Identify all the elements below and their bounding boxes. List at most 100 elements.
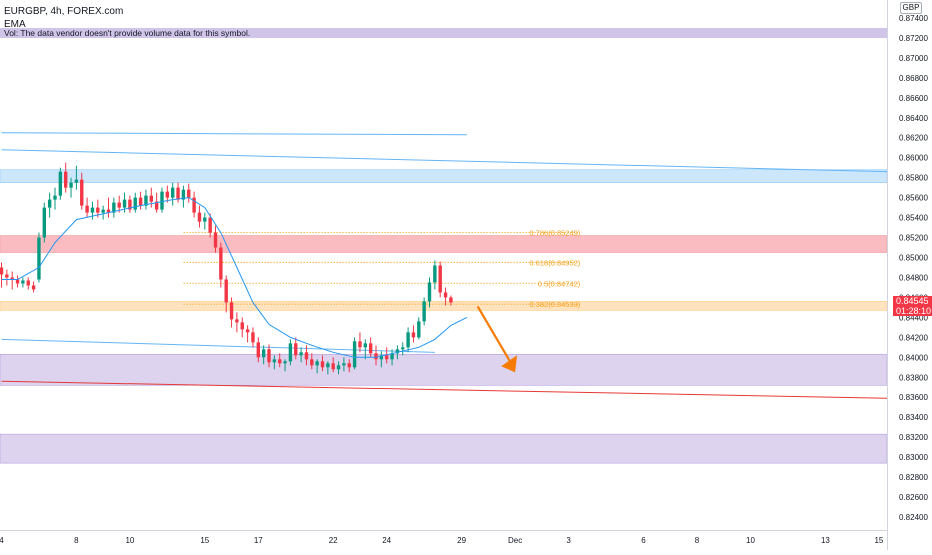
candle-body <box>208 217 212 233</box>
candle-body <box>47 199 52 208</box>
candle-body <box>443 292 448 298</box>
zone-purple <box>0 433 888 464</box>
candle-body <box>58 171 63 196</box>
zone-red <box>0 235 888 253</box>
candle-body <box>326 363 330 368</box>
candle-body <box>229 302 234 320</box>
candle-body <box>37 237 41 280</box>
candle-body <box>358 341 362 348</box>
time-tick-label: 8 <box>695 536 700 545</box>
candle-body <box>406 332 410 348</box>
candle-body <box>90 207 95 213</box>
candle-body <box>10 277 14 280</box>
candle-body <box>449 297 453 303</box>
price-tick-label: 0.84200 <box>899 333 928 342</box>
candle-body <box>187 189 191 198</box>
candle-body <box>128 199 132 210</box>
candle-body <box>31 285 36 290</box>
candle-body <box>26 280 30 286</box>
price-tick-label: 0.87000 <box>899 54 928 63</box>
time-tick-label: 29 <box>457 536 466 545</box>
candle-body <box>347 363 351 368</box>
price-tick-label: 0.83200 <box>899 433 928 442</box>
candle-body <box>310 359 314 366</box>
fib-level-label: 0.618(0.84952) <box>529 258 580 267</box>
candle-body <box>235 319 239 323</box>
candle-body <box>433 265 437 283</box>
candle-body <box>363 343 367 348</box>
price-tick-label: 0.85600 <box>899 194 928 203</box>
candle-body <box>117 202 121 208</box>
price-tick-label: 0.86400 <box>899 114 928 123</box>
candle-body <box>294 343 298 356</box>
candle-body <box>240 322 244 330</box>
candle-body <box>5 274 9 278</box>
price-tick-label: 0.86000 <box>899 154 928 163</box>
candle-body <box>261 349 266 358</box>
price-tick-label: 0.82800 <box>899 473 928 482</box>
fib-level-label: 0.786(0.85249) <box>529 229 580 238</box>
symbol-title[interactable]: EURGBP, 4h, FOREX.com <box>4 6 124 17</box>
candle-body <box>15 279 20 284</box>
blue-trendline <box>1 132 467 136</box>
candle-body <box>122 199 127 208</box>
candle-body <box>374 353 378 360</box>
candle-body <box>411 332 416 338</box>
candle-body <box>144 195 148 206</box>
red-trendline <box>1 380 888 399</box>
price-tick-label: 0.86800 <box>899 74 928 83</box>
candle-body <box>219 247 223 280</box>
candle-body <box>53 195 57 200</box>
time-tick-label: 10 <box>125 536 134 545</box>
price-tick-label: 0.85200 <box>899 234 928 243</box>
bar-countdown: 01:28:10 <box>893 306 932 316</box>
candle-body <box>21 280 25 284</box>
candle-body <box>336 365 341 370</box>
time-tick-label: 15 <box>200 536 209 545</box>
candle-body <box>385 355 389 360</box>
fib-level-label: 0.5(0.84742) <box>538 279 581 288</box>
time-tick-label: 4 <box>0 536 4 545</box>
currency-label[interactable]: GBP <box>900 2 922 14</box>
time-tick-label: 3 <box>566 536 571 545</box>
candle-body <box>267 349 271 363</box>
candle-body <box>213 232 218 248</box>
price-tick-label: 0.87200 <box>899 34 928 43</box>
candle-body <box>438 265 442 293</box>
price-tick-label: 0.83600 <box>899 393 928 402</box>
price-tick-label: 0.84400 <box>899 313 928 322</box>
fib-level-label: 0.382(0.84533) <box>529 300 580 309</box>
candle-body <box>176 187 180 200</box>
time-tick-label: 6 <box>641 536 646 545</box>
candle-body <box>154 201 159 210</box>
time-tick-label: 17 <box>254 536 263 545</box>
projection-arrow-shaft <box>476 305 513 364</box>
candle-body <box>42 207 46 238</box>
candle-body <box>80 179 84 206</box>
price-tick-label: 0.84800 <box>899 273 928 282</box>
candle-body <box>427 282 432 302</box>
ema-line <box>1 197 468 358</box>
candle-body <box>165 191 170 198</box>
candle-body <box>149 195 153 202</box>
candle-body <box>192 197 196 213</box>
price-tick-label: 0.87400 <box>899 14 928 23</box>
candle-body <box>283 361 287 364</box>
candle-body <box>352 341 357 368</box>
price-tick-label: 0.86600 <box>899 94 928 103</box>
candle-body <box>304 352 309 360</box>
candle-body <box>315 361 319 366</box>
price-tick-label: 0.85000 <box>899 254 928 263</box>
candle-body <box>138 197 143 206</box>
candle-body <box>160 191 164 210</box>
price-tick-label: 0.84000 <box>899 353 928 362</box>
candle-body <box>368 343 373 354</box>
candle-body <box>379 355 384 360</box>
candle-body <box>203 217 207 222</box>
candle-body <box>272 359 277 363</box>
indicator-label-ema[interactable]: EMA <box>4 19 26 30</box>
zone-blue <box>0 169 888 183</box>
time-tick-label: 22 <box>329 536 338 545</box>
